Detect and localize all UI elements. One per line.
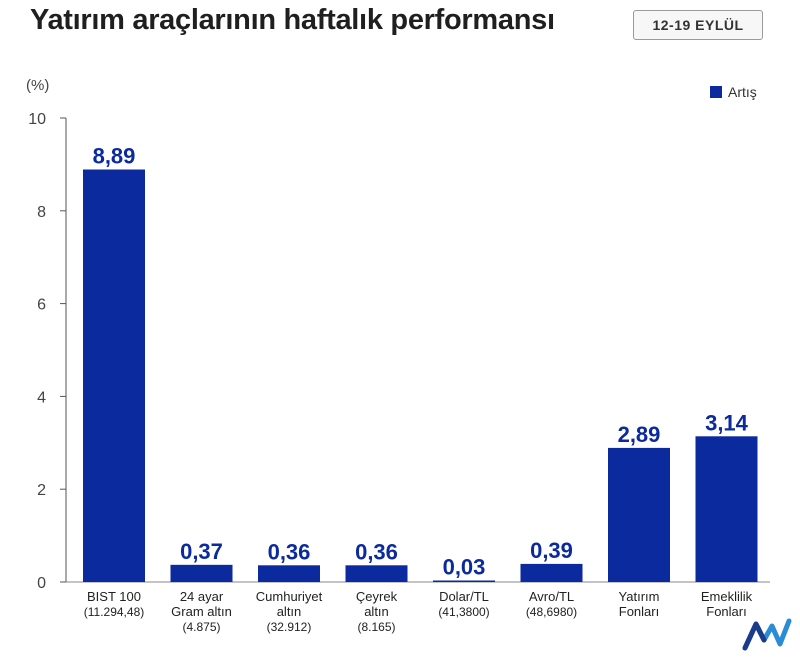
y-tick-label: 10 [28, 111, 46, 128]
legend-swatch [710, 86, 722, 98]
bar-value-label: 2,89 [618, 422, 661, 447]
bar-value-label: 8,89 [93, 144, 136, 169]
y-tick-label: 2 [37, 482, 46, 499]
bar [608, 447, 670, 582]
x-category-label: Yatırım [619, 589, 660, 604]
bar [433, 580, 495, 582]
x-category-sublabel: (48,6980) [526, 605, 577, 619]
legend-label: Artış [728, 84, 757, 100]
chart-title: Yatırım araçlarının haftalık performansı [30, 4, 555, 36]
x-category-label: Avro/TL [529, 589, 574, 604]
y-tick-label: 6 [37, 297, 46, 314]
x-category-label: Gram altın [171, 604, 232, 619]
bar-value-label: 0,39 [530, 538, 573, 563]
x-category-label: 24 ayar [180, 589, 224, 604]
bar [258, 565, 320, 582]
bar-value-label: 0,03 [443, 555, 486, 580]
bar [83, 169, 145, 582]
bar [345, 565, 408, 582]
x-category-label: Çeyrek [356, 589, 398, 604]
x-category-label: Fonları [706, 604, 746, 619]
x-category-label: altın [364, 604, 389, 619]
x-category-label: Cumhuriyet [256, 589, 323, 604]
x-category-sublabel: (11.294,48) [84, 605, 145, 619]
bar-value-label: 3,14 [705, 410, 749, 435]
x-category-sublabel: (8.165) [357, 620, 395, 634]
bar [520, 563, 583, 582]
date-range-badge: 12-19 EYLÜL [633, 10, 763, 40]
y-tick-label: 8 [37, 204, 46, 221]
bar-value-label: 0,36 [355, 539, 398, 564]
x-category-label: BIST 100 [87, 589, 141, 604]
m-trend-logo-icon [742, 618, 792, 651]
x-category-sublabel: (4.875) [182, 620, 220, 634]
x-category-label: Fonları [619, 604, 659, 619]
bar [170, 564, 233, 582]
y-tick-label: 0 [37, 575, 46, 592]
x-category-label: Emeklilik [701, 589, 753, 604]
bar-value-label: 0,37 [180, 539, 223, 564]
y-tick-label: 4 [37, 389, 46, 406]
x-category-label: altın [277, 604, 302, 619]
x-category-sublabel: (41,3800) [438, 605, 489, 619]
bar [695, 436, 758, 582]
x-category-label: Dolar/TL [439, 589, 489, 604]
x-category-sublabel: (32.912) [267, 620, 312, 634]
y-unit-label: (%) [26, 77, 49, 94]
bar-value-label: 0,36 [268, 539, 311, 564]
